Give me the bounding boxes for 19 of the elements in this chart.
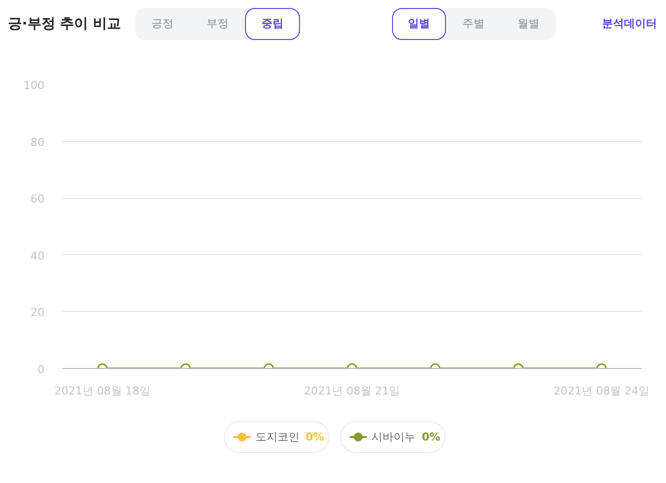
y-tick-label: 100	[24, 79, 45, 92]
chart-title: 긍·부정 추이 비교	[8, 15, 122, 34]
y-tick-label: 40	[30, 249, 45, 262]
x-tick-label: 2021년 08월 24일	[554, 384, 650, 398]
text: 긍정	[150, 16, 174, 32]
legend-label: 시바이누 0%	[372, 430, 440, 444]
text: 주별	[462, 16, 486, 32]
x-tick-label: 2021년 08월 18일	[54, 384, 150, 398]
text: 월별	[516, 16, 540, 32]
y-tick-label: 80	[30, 136, 45, 149]
y-tick-label: 20	[30, 306, 45, 320]
text: 부정	[206, 16, 230, 32]
y-tick-label: 60	[30, 192, 45, 206]
text: 중립	[245, 8, 300, 40]
y-tick-label: 0	[38, 363, 44, 376]
x-tick-label: 2021년 08월 21일	[304, 384, 400, 398]
legend-label: 도지코인 0%	[256, 430, 324, 444]
text: 분석데이터	[602, 16, 657, 32]
text: 일별	[392, 8, 446, 40]
